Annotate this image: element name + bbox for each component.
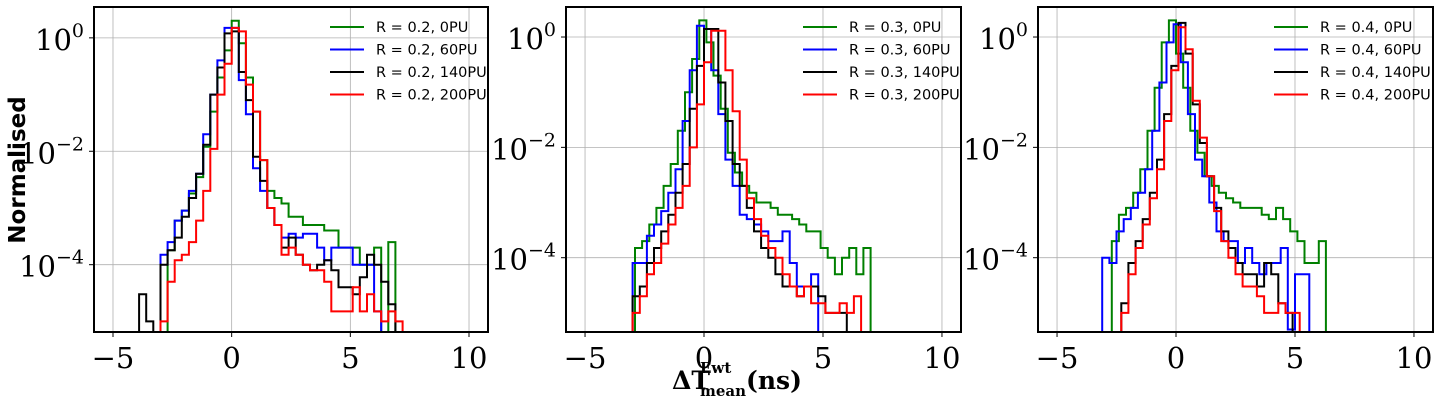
y-tick-label: 10−4 [491, 240, 556, 277]
histogram-200pu [1120, 26, 1301, 332]
y-tick-label: 100 [35, 20, 84, 57]
x-tick-label: 5 [341, 341, 359, 375]
y-tick-label: 100 [979, 19, 1028, 56]
legend-label: R = 0.2, 0PU [376, 20, 468, 36]
legend: R = 0.3, 0PU R = 0.3, 60PU R = 0.3, 140PU R… [803, 20, 960, 104]
histogram-0pu [166, 19, 397, 332]
x-axis-label: ΔT Ewt mean (ns) [672, 359, 802, 400]
x-tick-label: 5 [1286, 341, 1304, 375]
histogram-60pu [631, 24, 820, 332]
legend-label: R = 0.4, 140PU [1320, 65, 1431, 81]
histogram-60pu [159, 26, 383, 332]
histogram-0pu [1110, 19, 1327, 332]
histogram-200pu [631, 29, 863, 332]
x-axis-label-superscript: Ewt [700, 359, 731, 377]
chart-panel-r02: −5 0 5 10 100 10−2 10−4 R = 0.2, 0PU R = 0.2, 60… [19, 6, 489, 375]
x-tick-label: 0 [222, 341, 240, 375]
x-tick-label: −5 [1036, 341, 1079, 375]
histogram-0pu [634, 19, 872, 332]
x-axis-label-unit: (ns) [746, 366, 802, 395]
x-tick-label: 10 [1396, 341, 1433, 375]
x-tick-label: 0 [1167, 341, 1185, 375]
y-axis-label: Normalised [5, 96, 31, 243]
legend-label: R = 0.2, 140PU [376, 65, 487, 81]
chart-panel-r04: −5 0 5 10 100 10−2 10−4 R = 0.4, 0PU R = 0.4, 60… [963, 6, 1434, 375]
x-tick-label: 10 [451, 341, 488, 375]
legend-label: R = 0.4, 0PU [1320, 20, 1412, 36]
y-tick-label: 10−2 [19, 133, 84, 170]
svg-text:ΔT: ΔT [672, 366, 710, 395]
y-tick-label: 10−4 [963, 240, 1028, 277]
x-tick-label: 5 [814, 341, 832, 375]
x-tick-label: −5 [92, 341, 135, 375]
legend: R = 0.2, 0PU R = 0.2, 60PU R = 0.2, 140PU R… [330, 20, 487, 104]
legend-label: R = 0.3, 60PU [849, 43, 951, 59]
histogram-140pu [1120, 21, 1294, 332]
legend-label: R = 0.3, 0PU [849, 20, 941, 36]
legend-label: R = 0.2, 200PU [376, 88, 487, 104]
chart-panel-r03: −5 0 5 10 100 10−2 10−4 R = 0.3, 0PU R = 0.3, 60… [491, 6, 962, 375]
legend-label: R = 0.4, 200PU [1320, 88, 1431, 104]
x-axis-label-subscript: mean [700, 382, 746, 400]
plot-frame [1037, 6, 1434, 333]
legend-label: R = 0.4, 60PU [1320, 43, 1422, 59]
legend-label: R = 0.2, 60PU [376, 43, 478, 59]
legend: R = 0.4, 0PU R = 0.4, 60PU R = 0.4, 140PU R… [1274, 20, 1431, 104]
plot-frame [93, 6, 489, 333]
legend-label: R = 0.3, 200PU [849, 88, 960, 104]
y-tick-label: 10−4 [19, 247, 84, 284]
histogram-140pu [631, 28, 848, 332]
y-tick-label: 100 [507, 19, 556, 56]
histogram-200pu [159, 26, 404, 332]
x-axis-label-main: ΔT [672, 366, 710, 395]
y-tick-label: 10−2 [491, 129, 556, 166]
plot-frame [565, 6, 962, 333]
x-tick-label: 10 [924, 341, 961, 375]
legend-label: R = 0.3, 140PU [849, 65, 960, 81]
x-tick-label: −5 [564, 341, 607, 375]
x-tick-label: 0 [695, 341, 713, 375]
y-tick-label: 10−2 [963, 129, 1028, 166]
